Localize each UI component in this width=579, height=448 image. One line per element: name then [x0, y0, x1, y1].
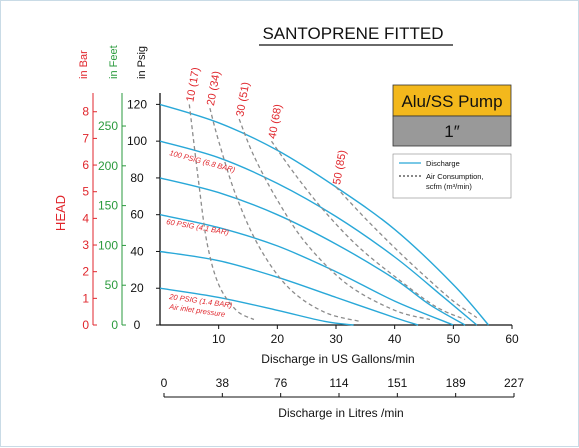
x2-tick-label: 114: [329, 376, 348, 390]
bar-axis-label: in Bar: [78, 50, 90, 79]
air-consumption-curve: [238, 118, 431, 321]
x2-tick-label: 38: [216, 376, 230, 390]
psig-tick-label: 120: [127, 97, 147, 111]
x2-tick-label: 151: [387, 376, 407, 390]
air-consumption-label: 30 (51): [234, 81, 252, 117]
feet-tick-label: 100: [98, 238, 118, 252]
air-consumption-label: 20 (34): [205, 70, 223, 106]
legend-air-label-1: Air Consumption,: [426, 172, 484, 181]
psig-axis-label: in Psig: [136, 46, 148, 79]
psig-tick-label: 20: [130, 281, 144, 295]
legend-air-label-2: scfm (m³/min): [426, 182, 472, 191]
feet-tick-label: 50: [105, 278, 119, 292]
badge-model: Alu/SS Pump: [401, 92, 502, 111]
psig-tick-label: 100: [127, 134, 147, 148]
legend: Discharge Air Consumption, scfm (m³/min): [392, 153, 512, 199]
air-consumption-curve: [270, 140, 466, 321]
bar-tick-label: 5: [82, 185, 89, 199]
head-label: HEAD: [53, 195, 68, 231]
feet-tick-label: 200: [98, 159, 118, 173]
air-consumption-labels: 10 (17) 20 (34) 30 (51) 40 (68) 50 (85): [184, 67, 349, 186]
air-consumption-label: 10 (17): [184, 67, 202, 103]
discharge-curve: [159, 214, 454, 326]
bar-tick-label: 3: [82, 238, 89, 252]
pressure-label-60: 60 PSIG (4.1 BAR): [166, 217, 230, 237]
psig-tick-label: 60: [130, 208, 144, 222]
x2-tick-label: 0: [161, 376, 168, 390]
air-consumption-curve: [209, 107, 360, 322]
air-consumption-curves: [188, 104, 478, 322]
discharge-curve: [159, 140, 478, 326]
air-consumption-curve: [335, 186, 478, 319]
feet-tick-label: 250: [98, 119, 118, 133]
x-axis2-label: Discharge in Litres /min: [278, 406, 403, 420]
bar-tick-label: 8: [82, 105, 89, 119]
x2-tick-label: 189: [446, 376, 466, 390]
bar-tick-label: 2: [82, 265, 89, 279]
x-tick-label: 20: [271, 332, 285, 346]
bar-tick-label: 0: [82, 318, 89, 332]
x-axis-label: Discharge in US Gallons/min: [261, 352, 414, 366]
x2-tick-label: 227: [504, 376, 524, 390]
discharge-curve: [159, 250, 419, 326]
bar-tick-label: 1: [82, 291, 89, 305]
x-tick-label: 10: [212, 332, 226, 346]
air-consumption-label: 40 (68): [267, 103, 285, 139]
x-tick-label: 50: [447, 332, 461, 346]
discharge-curve: [159, 177, 466, 326]
x-axis-ticks: 10 20 30 40 50 60 0 38 76 114 151 189 227: [161, 325, 524, 397]
badge-size-box: [392, 115, 512, 147]
x2-tick-label: 76: [274, 376, 288, 390]
x-tick-label: 40: [388, 332, 402, 346]
discharge-curve: [159, 287, 354, 326]
chart-title: SANTOPRENE FITTED: [262, 24, 443, 43]
x-tick-label: 30: [329, 332, 343, 346]
y-axes: 0 20 40 60 80 100 120 0 50 100 150 200 250 0 1 2 3 4 5 6 7 8: [82, 97, 160, 332]
feet-axis-label: in Feet: [108, 45, 120, 79]
bar-tick-label: 4: [82, 211, 89, 225]
air-consumption-curve: [188, 104, 255, 321]
feet-tick-label: 0: [111, 318, 118, 332]
legend-discharge-label: Discharge: [426, 159, 460, 168]
bar-tick-label: 6: [82, 158, 89, 172]
badge-size: 1″: [444, 122, 459, 141]
bar-tick-label: 7: [82, 131, 89, 145]
psig-tick-label: 0: [134, 318, 141, 332]
psig-tick-label: 40: [130, 244, 144, 258]
psig-tick-label: 80: [130, 171, 144, 185]
feet-tick-label: 150: [98, 199, 118, 213]
x-tick-label: 60: [505, 332, 519, 346]
air-consumption-label: 50 (85): [331, 149, 349, 185]
